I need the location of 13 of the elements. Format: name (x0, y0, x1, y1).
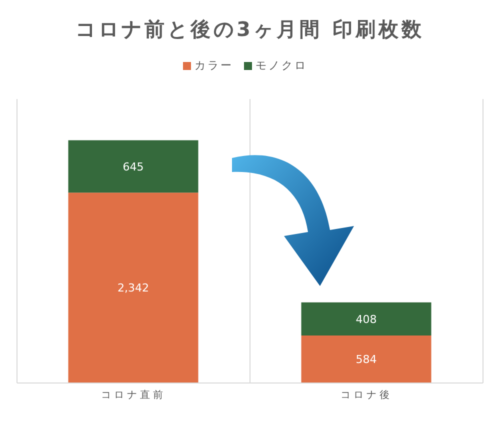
x-tick-label: コロナ直前 (101, 389, 166, 402)
data-label: 645 (122, 160, 144, 174)
data-label: 408 (356, 312, 377, 326)
data-label: 2,342 (118, 282, 150, 295)
legend-label: カラー (194, 59, 234, 72)
bar (301, 302, 432, 336)
bar (68, 140, 198, 193)
chart-title: コロナ前と後の3ヶ月間 印刷枚数 (74, 16, 426, 43)
legend-label: モノクロ (256, 59, 308, 72)
bar (68, 192, 198, 383)
bar (301, 336, 432, 383)
data-label: 584 (356, 353, 377, 366)
x-tick-label: コロナ後 (340, 389, 392, 402)
